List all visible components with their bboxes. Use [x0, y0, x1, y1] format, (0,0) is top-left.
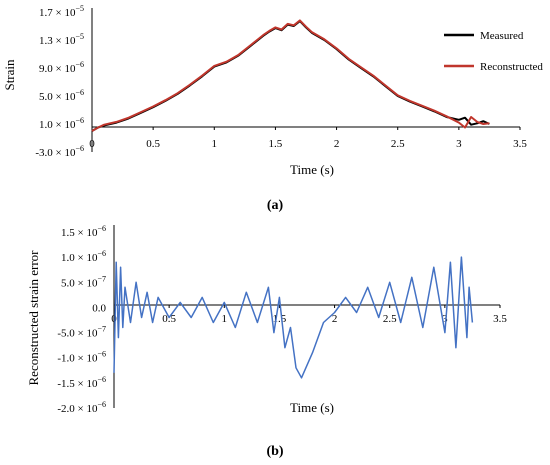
y-tick-label: -2.0 × 10−6	[57, 400, 106, 415]
y-tick-label: 1.0 × 10−6	[61, 249, 106, 264]
y-tick-label: 1.7 × 10−5	[39, 4, 84, 19]
panel-a-label: (a)	[267, 198, 284, 213]
series-line-measured	[91, 20, 490, 132]
y-tick-label: 1.0 × 10−6	[39, 116, 84, 131]
x-tick-label: 3	[442, 313, 448, 325]
x-tick-label: 1	[222, 313, 228, 325]
legend-label-reconstructed: Reconstructed	[480, 61, 543, 73]
x-tick-label: 2	[334, 138, 340, 150]
y-tick-label: -1.5 × 10−6	[57, 375, 106, 390]
x-tick-label: 3	[456, 138, 462, 150]
panel-a-x-axis-title: Time (s)	[290, 162, 334, 177]
y-tick-label: 9.0 × 10−6	[39, 60, 84, 75]
panel-b-chart: 1.5 × 10−6 1.0 × 10−6 5.0 × 10−7 0.0 -5.0 × …	[26, 224, 507, 459]
panel-a-chart: 1.7 × 10−5 1.3 × 10−5 9.0 × 10−6 5.0 × 10−6…	[2, 4, 543, 213]
x-tick-label: 2.5	[383, 313, 397, 325]
y-tick-label: 1.5 × 10−6	[61, 224, 106, 239]
y-tick-label: 5.0 × 10−7	[61, 274, 106, 289]
y-tick-label: -3.0 × 10−6	[35, 144, 84, 159]
legend-label-measured: Measured	[480, 30, 524, 42]
x-tick-label: 0.5	[162, 313, 176, 325]
panel-a-legend: Measured Reconstructed	[444, 30, 543, 73]
x-tick-label: 1.5	[269, 138, 283, 150]
panel-b-x-axis-title: Time (s)	[290, 400, 334, 415]
x-tick-label: 0	[111, 313, 117, 325]
panel-b-label: (b)	[266, 444, 283, 459]
panel-a-y-axis-title: Strain	[2, 59, 17, 91]
y-tick-label: 1.3 × 10−5	[39, 32, 84, 47]
x-tick-label: 0	[89, 138, 95, 150]
y-tick-label: 5.0 × 10−6	[39, 88, 84, 103]
x-tick-label: 3.5	[493, 313, 507, 325]
panel-b-y-axis-title: Reconstructed strain error	[26, 250, 41, 386]
x-tick-label: 2.5	[391, 138, 405, 150]
y-tick-label: -1.0 × 10−6	[57, 350, 106, 365]
y-tick-label: 0.0	[92, 302, 106, 314]
y-tick-label: -5.0 × 10−7	[57, 325, 106, 340]
x-tick-label: 2	[332, 313, 338, 325]
series-line-reconstructed	[91, 19, 490, 132]
x-tick-label: 1	[212, 138, 218, 150]
error-series-line	[113, 256, 474, 379]
x-tick-label: 3.5	[513, 138, 527, 150]
x-tick-label: 0.5	[146, 138, 160, 150]
